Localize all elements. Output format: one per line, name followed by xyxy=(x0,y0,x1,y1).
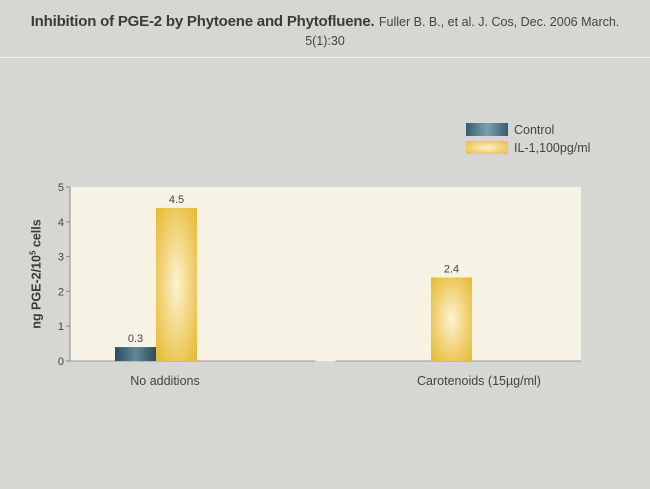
plot-area xyxy=(70,187,581,361)
labels: 0.3 4.5 2.4 No additions Carotenoids (15µg/m… xyxy=(128,194,541,388)
bars xyxy=(115,207,472,361)
y-tick-label: 0 xyxy=(58,356,64,368)
bar-control-0 xyxy=(115,347,156,361)
il1-swatch-icon xyxy=(466,141,508,154)
data-label: 4.5 xyxy=(169,194,184,206)
legend-label-il1: IL-1,100pg/ml xyxy=(514,140,591,155)
data-label: 0.3 xyxy=(128,333,143,345)
y-tick-label: 4 xyxy=(58,217,64,229)
control-swatch-icon xyxy=(466,123,508,136)
data-label: 2.4 xyxy=(444,263,459,275)
chart-title: Inhibition of PGE-2 by Phytoene and Phyt… xyxy=(30,13,375,30)
legend-item-il1: IL-1,100pg/ml xyxy=(466,139,590,156)
y-tick-label: 3 xyxy=(58,252,64,264)
y-tick-label: 2 xyxy=(58,286,64,298)
bar-il1-1 xyxy=(431,277,472,361)
bar-il1-0 xyxy=(156,207,197,361)
citation-line-2: 5(1):30 xyxy=(305,34,345,48)
y-tick-label: 5 xyxy=(58,182,64,194)
legend-label-control: Control xyxy=(514,122,555,137)
chart-header: Inhibition of PGE-2 by Phytoene and Phyt… xyxy=(0,0,650,57)
citation-line-1: Fuller B. B., et al. J. Cos, Dec. 2006 M… xyxy=(378,15,620,29)
chart-legend: Control IL-1,100pg/ml xyxy=(466,121,590,157)
x-category-label: Carotenoids (15µg/ml) xyxy=(417,374,541,388)
y-tick-label: 1 xyxy=(58,321,64,333)
title-line: Inhibition of PGE-2 by Phytoene and Phyt… xyxy=(0,13,650,31)
x-category-label: No additions xyxy=(130,374,200,388)
header-divider xyxy=(0,57,650,58)
legend-item-control: Control xyxy=(466,121,590,138)
